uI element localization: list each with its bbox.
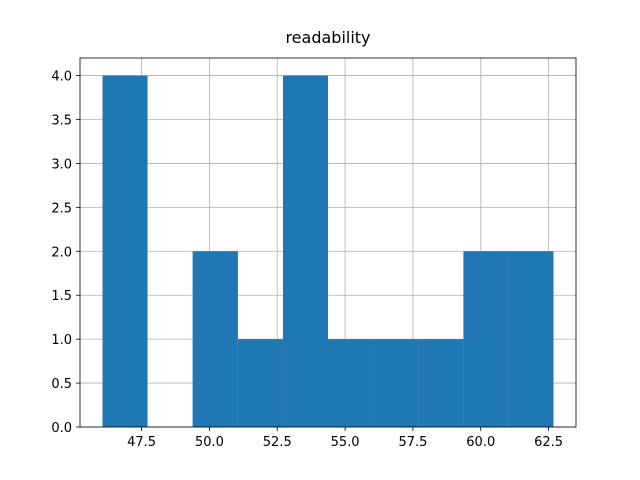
axes-frame bbox=[79, 57, 577, 428]
y-tick-label: 0.5 bbox=[51, 377, 72, 392]
y-tick-label: 1.5 bbox=[51, 289, 72, 304]
bar bbox=[373, 339, 419, 427]
bar bbox=[418, 339, 464, 427]
y-tick-label: 2.5 bbox=[51, 201, 72, 216]
bar bbox=[463, 251, 509, 427]
y-tick-label: 0.0 bbox=[51, 421, 72, 436]
y-tick-label: 4.0 bbox=[51, 70, 72, 85]
y-tick-label: 3.0 bbox=[51, 157, 72, 172]
x-tick-label: 60.0 bbox=[466, 435, 495, 450]
x-tick-label: 50.0 bbox=[195, 435, 224, 450]
ticks: 47.5 50.0 52.5 55.0 57.5 60.0 62.5 0.0 0.5 1.0 1.5… bbox=[51, 70, 563, 450]
bar bbox=[282, 75, 328, 428]
x-tick-label: 55.0 bbox=[331, 435, 360, 450]
chart-title: readability bbox=[285, 28, 370, 47]
bar bbox=[328, 339, 374, 427]
y-tick-label: 2.0 bbox=[51, 245, 72, 260]
x-tick-label: 57.5 bbox=[398, 435, 427, 450]
bar bbox=[192, 251, 238, 427]
x-tick-label: 47.5 bbox=[127, 435, 156, 450]
bar bbox=[508, 251, 554, 427]
bar bbox=[237, 339, 283, 427]
y-tick-label: 1.0 bbox=[51, 333, 72, 348]
y-tick-label: 3.5 bbox=[51, 114, 72, 129]
bar bbox=[102, 75, 148, 428]
x-tick-label: 62.5 bbox=[534, 435, 563, 450]
bars bbox=[102, 75, 554, 428]
x-tick-label: 52.5 bbox=[263, 435, 292, 450]
